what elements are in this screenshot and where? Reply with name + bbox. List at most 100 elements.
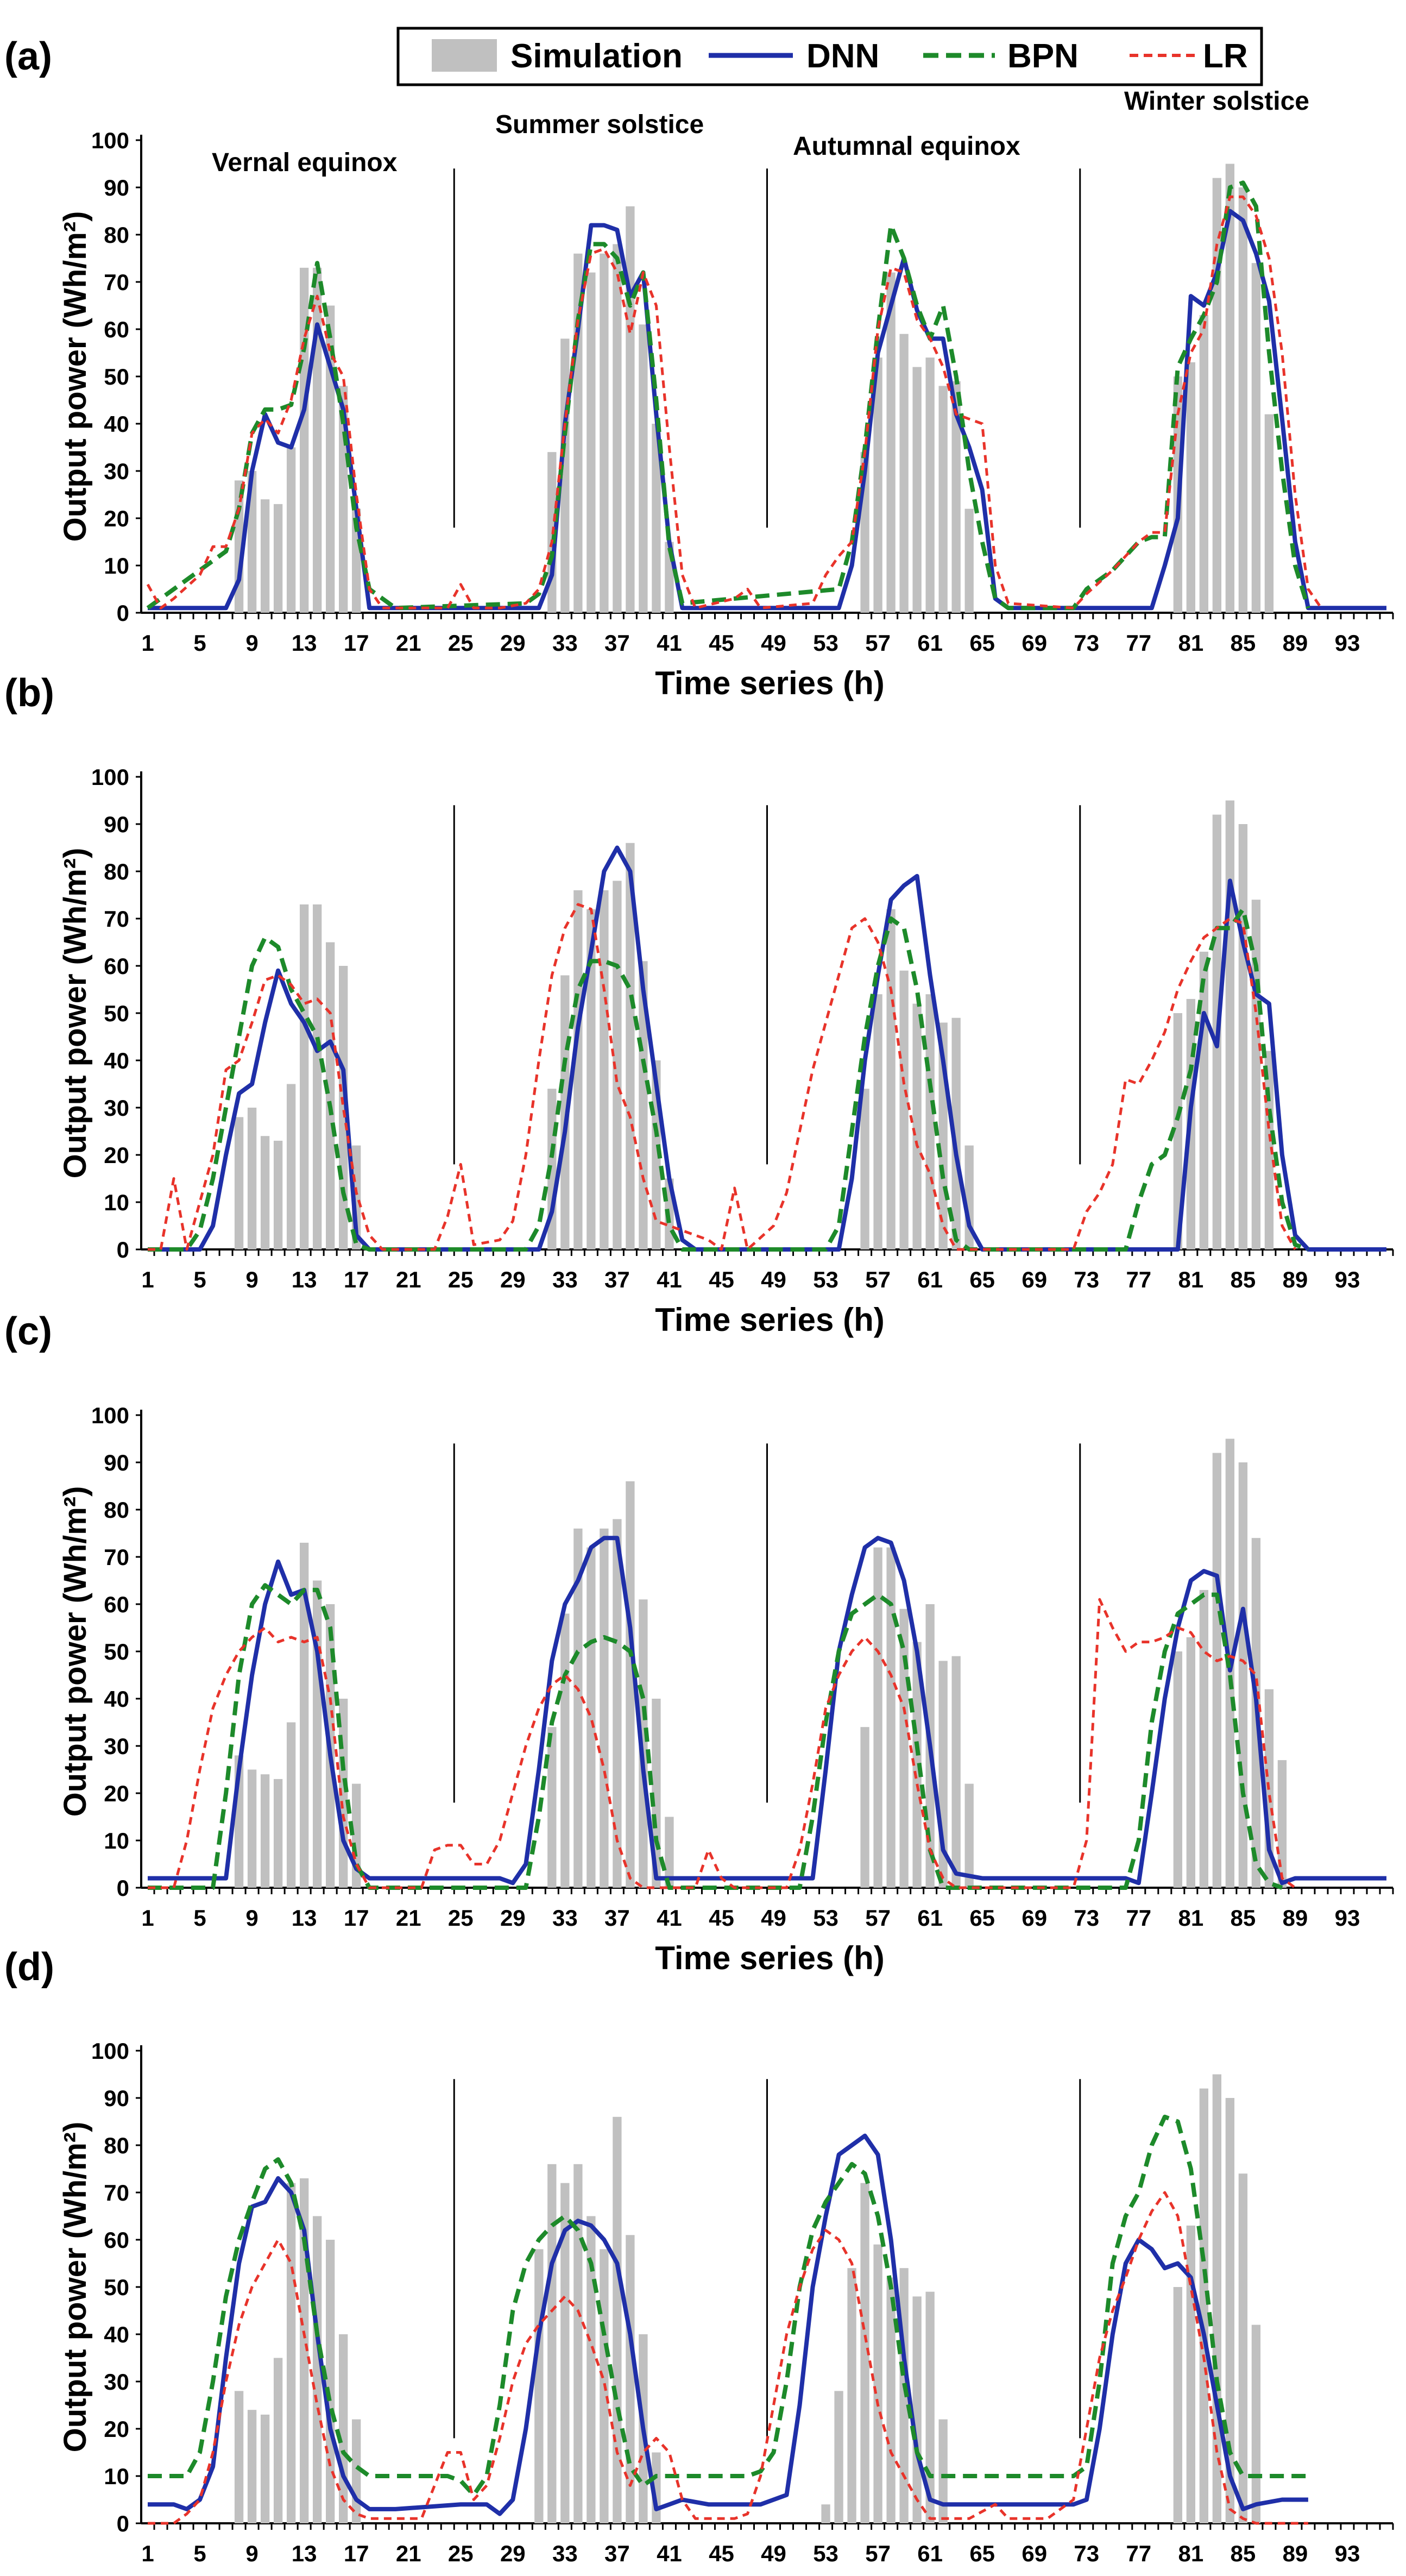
x-tick-label: 57 bbox=[865, 1267, 891, 1292]
simulation-bar bbox=[912, 2296, 922, 2523]
y-tick-label: 60 bbox=[104, 2227, 129, 2253]
simulation-bar bbox=[1225, 800, 1235, 1249]
x-tick-label: 53 bbox=[813, 1267, 838, 1292]
simulation-bar bbox=[1238, 2173, 1248, 2523]
simulation-bar bbox=[1238, 824, 1248, 1249]
legend-label-dnn: DNN bbox=[806, 37, 879, 75]
x-tick-label: 41 bbox=[657, 1267, 682, 1292]
x-tick-label: 77 bbox=[1126, 1905, 1151, 1931]
x-tick-label: 89 bbox=[1283, 2541, 1308, 2566]
y-tick-label: 100 bbox=[91, 1403, 129, 1428]
x-tick-label: 25 bbox=[448, 630, 474, 656]
x-tick-label: 69 bbox=[1022, 630, 1047, 656]
simulation-bar bbox=[600, 253, 609, 613]
simulation-bar bbox=[1264, 414, 1274, 613]
simulation-bar bbox=[1225, 164, 1235, 613]
x-tick-label: 89 bbox=[1283, 1905, 1308, 1931]
simulation-bar bbox=[573, 1528, 583, 1888]
simulation-bar bbox=[573, 890, 583, 1249]
x-tick-label: 17 bbox=[344, 1905, 369, 1931]
simulation-bar bbox=[951, 381, 961, 613]
x-tick-label: 13 bbox=[292, 1267, 317, 1292]
y-tick-label: 80 bbox=[104, 1497, 129, 1523]
simulation-bar bbox=[626, 843, 635, 1249]
simulation-bar bbox=[639, 961, 648, 1249]
x-tick-label: 85 bbox=[1231, 1905, 1256, 1931]
x-tick-label: 17 bbox=[344, 1267, 369, 1292]
x-tick-label: 17 bbox=[344, 630, 369, 656]
season-label-autumnal: Autumnal equinox bbox=[793, 132, 1020, 161]
x-tick-label: 69 bbox=[1022, 1905, 1047, 1931]
simulation-bar bbox=[925, 2291, 935, 2523]
simulation-bar bbox=[951, 1017, 961, 1249]
x-tick-label: 65 bbox=[969, 1267, 995, 1292]
simulation-bar bbox=[273, 1779, 283, 1888]
simulation-bar bbox=[912, 367, 922, 613]
y-tick-label: 20 bbox=[104, 506, 129, 531]
y-tick-label: 50 bbox=[104, 1639, 129, 1664]
x-tick-label: 25 bbox=[448, 2541, 474, 2566]
panel-c: (c) Output power (Wh/m²) 0 10 20 30 40 50 60 70 80… bbox=[4, 1310, 1394, 1976]
simulation-bar bbox=[299, 267, 309, 613]
season-label-winter: Winter solstice bbox=[1124, 87, 1309, 116]
series-line-dnn bbox=[148, 2133, 1308, 2516]
x-tick-label: 29 bbox=[500, 1905, 526, 1931]
x-tick-label: 49 bbox=[761, 1267, 786, 1292]
simulation-bar bbox=[1238, 187, 1248, 613]
simulation-bar bbox=[860, 2183, 869, 2523]
x-tick-label: 13 bbox=[292, 1905, 317, 1931]
simulation-bar bbox=[560, 1613, 570, 1888]
simulation-bar bbox=[912, 1003, 922, 1249]
simulation-bar bbox=[626, 1481, 635, 1888]
y-tick-label: 60 bbox=[104, 317, 129, 342]
x-tick-label: 53 bbox=[813, 1905, 838, 1931]
x-tick-label: 1 bbox=[141, 630, 154, 656]
x-tick-label: 93 bbox=[1335, 1905, 1360, 1931]
series-line-bpn bbox=[148, 907, 1309, 1252]
simulation-bar bbox=[587, 909, 596, 1249]
y-tick-label: 40 bbox=[104, 411, 129, 437]
x-tick-label: 77 bbox=[1126, 1267, 1151, 1292]
y-tick-label: 50 bbox=[104, 1001, 129, 1026]
y-tick-label: 10 bbox=[104, 1828, 129, 1854]
simulation-bar bbox=[547, 2164, 557, 2523]
simulation-bar bbox=[1199, 951, 1209, 1249]
panel-b: (b) Output power (Wh/m²) 0 10 20 30 40 50 60 70 80… bbox=[4, 671, 1394, 1338]
simulation-bar bbox=[639, 1599, 648, 1888]
simulation-bar bbox=[299, 904, 309, 1249]
simulation-bar bbox=[312, 904, 322, 1249]
simulation-bar bbox=[1251, 263, 1261, 613]
x-tick-label: 21 bbox=[396, 630, 421, 656]
x-tick-label: 53 bbox=[813, 630, 838, 656]
simulation-bar bbox=[886, 909, 896, 1249]
simulation-bar bbox=[1238, 1462, 1248, 1888]
x-tick-label: 49 bbox=[761, 1905, 786, 1931]
series-line-dnn bbox=[148, 1536, 1386, 1886]
y-axis-label: Output power (Wh/m²) bbox=[58, 848, 93, 1179]
x-tick-label: 45 bbox=[709, 630, 734, 656]
series-line-lr bbox=[146, 195, 1322, 610]
x-tick-label: 93 bbox=[1335, 1267, 1360, 1292]
x-tick-label: 93 bbox=[1335, 2541, 1360, 2566]
y-tick-label: 20 bbox=[104, 1142, 129, 1168]
series-line-lr bbox=[148, 903, 1297, 1251]
x-tick-label: 21 bbox=[396, 2541, 421, 2566]
x-tick-label: 69 bbox=[1022, 2541, 1047, 2566]
simulation-bar bbox=[312, 2216, 322, 2523]
simulation-bar bbox=[886, 272, 896, 613]
y-tick-label: 40 bbox=[104, 1048, 129, 1073]
y-tick-label: 30 bbox=[104, 1095, 129, 1121]
simulation-bar bbox=[260, 2414, 270, 2523]
x-tick-label: 77 bbox=[1126, 2541, 1151, 2566]
legend-box bbox=[396, 27, 1263, 86]
simulation-bar bbox=[234, 2391, 244, 2523]
y-tick-label: 80 bbox=[104, 859, 129, 884]
simulation-bar bbox=[1186, 2225, 1196, 2523]
simulation-bar bbox=[951, 1656, 961, 1888]
x-tick-label: 5 bbox=[193, 630, 206, 656]
y-tick-label: 60 bbox=[104, 953, 129, 979]
x-tick-label: 9 bbox=[245, 1905, 258, 1931]
x-tick-label: 65 bbox=[969, 630, 995, 656]
x-tick-label: 69 bbox=[1022, 1267, 1047, 1292]
